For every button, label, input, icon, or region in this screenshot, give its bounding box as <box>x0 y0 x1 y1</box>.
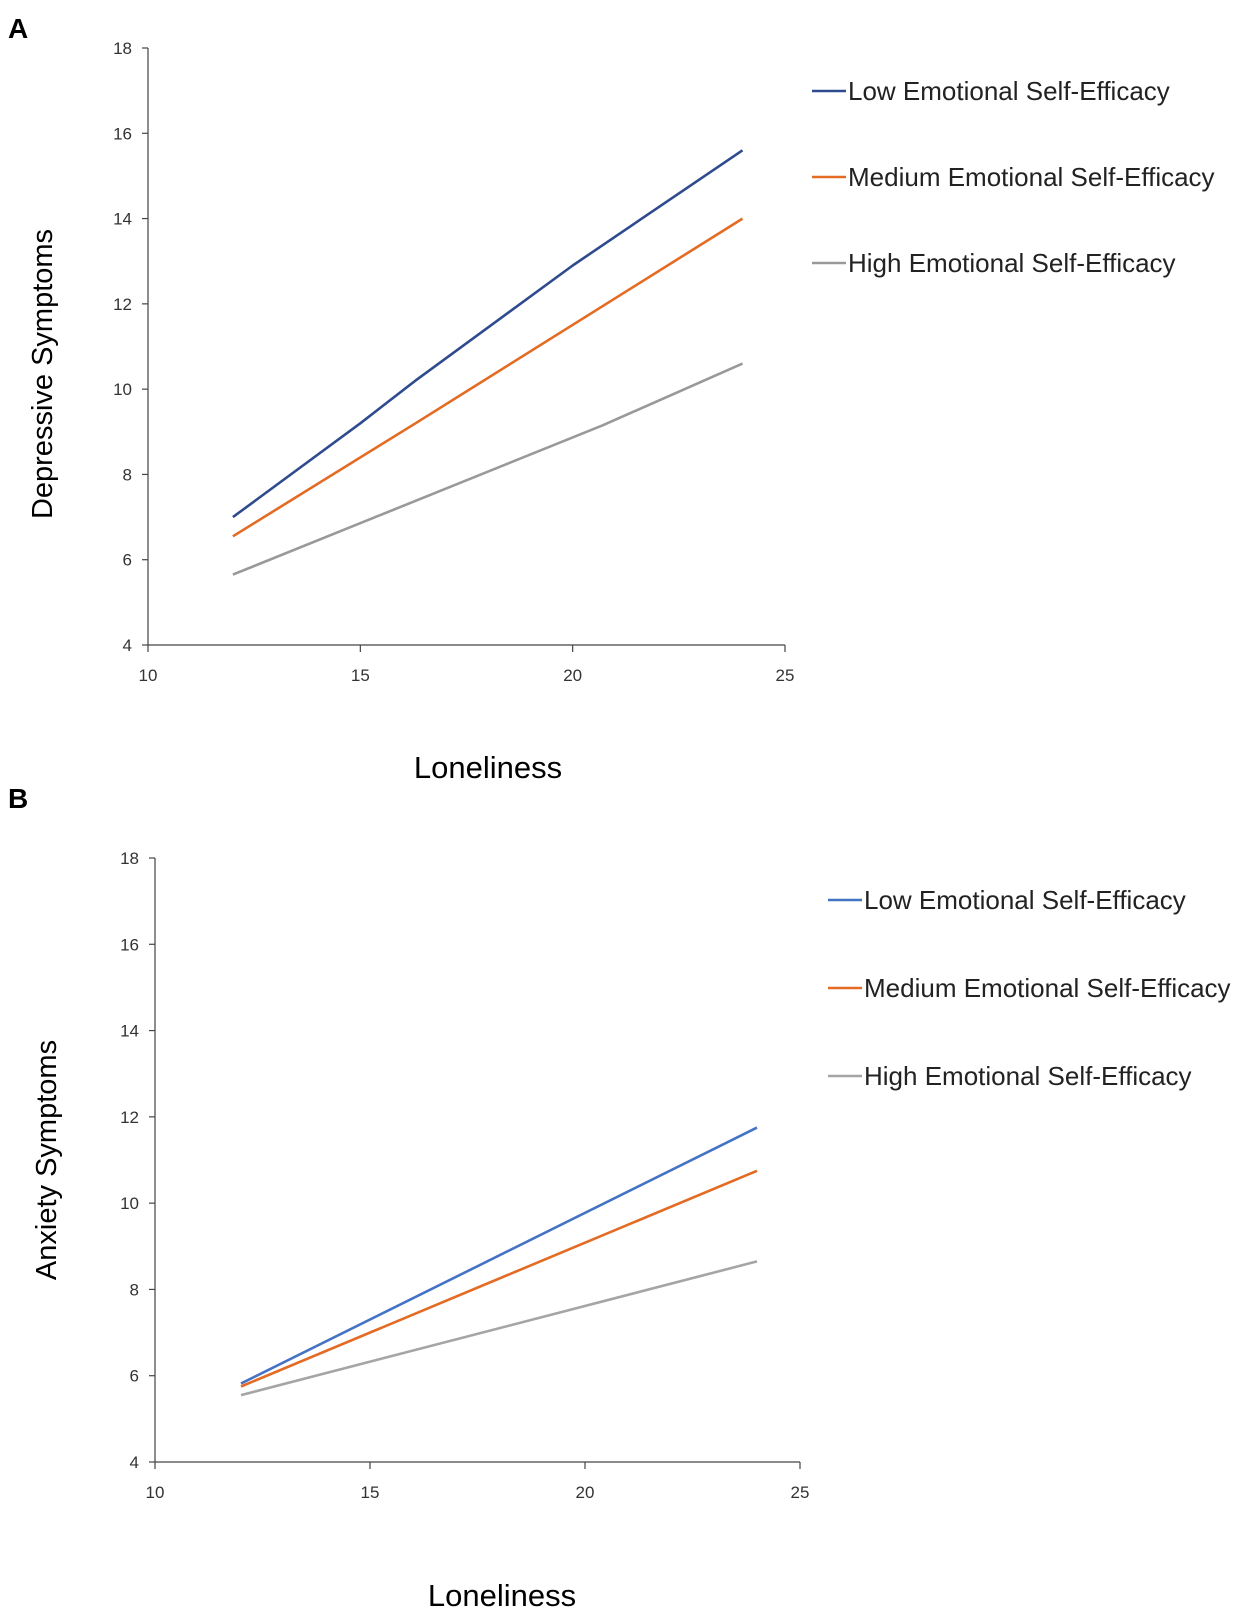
y-tick-label: 14 <box>120 1022 139 1041</box>
y-tick-label: 16 <box>120 935 139 954</box>
legend-label-2: High Emotional Self-Efficacy <box>864 1061 1192 1091</box>
legend: Low Emotional Self-Efficacy Medium Emotio… <box>812 76 1215 278</box>
y-tick-label: 10 <box>120 1194 139 1213</box>
y-tick-label: 6 <box>123 551 132 570</box>
x-tick-label: 10 <box>146 1483 165 1502</box>
y-tick-label: 4 <box>123 636 132 655</box>
legend-label-0: Low Emotional Self-Efficacy <box>864 885 1186 915</box>
panel-a: A Depressive Symptoms Loneliness 4 6 8 10 12… <box>8 13 1215 785</box>
axes: 4 6 8 10 12 14 16 18 10 15 20 25 <box>120 849 809 1502</box>
y-tick-label: 18 <box>120 849 139 868</box>
x-tick-label: 25 <box>776 666 795 685</box>
legend-label-0: Low Emotional Self-Efficacy <box>848 76 1170 106</box>
series-line-1 <box>232 217 744 538</box>
x-tick-label: 15 <box>351 666 370 685</box>
y-tick-label: 12 <box>120 1108 139 1127</box>
series-line-2 <box>232 362 744 576</box>
series-line-0 <box>232 149 744 519</box>
axes: 4 6 8 10 12 14 16 18 10 15 20 25 <box>113 39 794 685</box>
series-line-1 <box>240 1169 758 1388</box>
legend-label-2: High Emotional Self-Efficacy <box>848 248 1176 278</box>
y-tick-label: 12 <box>113 295 132 314</box>
y-tick-label: 14 <box>113 210 132 229</box>
y-tick-label: 10 <box>113 380 132 399</box>
y-tick-label: 18 <box>113 39 132 58</box>
legend: Low Emotional Self-Efficacy Medium Emotio… <box>828 885 1231 1091</box>
x-axis-title: Loneliness <box>428 1578 576 1613</box>
panel-b: B Anxiety Symptoms Loneliness 4 6 8 10 12 14 1… <box>8 783 1231 1613</box>
y-tick-label: 4 <box>130 1453 139 1472</box>
panel-label: B <box>8 783 28 814</box>
panel-label: A <box>8 13 28 44</box>
x-tick-label: 25 <box>791 1483 810 1502</box>
y-tick-label: 6 <box>130 1367 139 1386</box>
legend-label-1: Medium Emotional Self-Efficacy <box>848 162 1215 192</box>
series-line-2 <box>240 1260 758 1397</box>
legend-label-1: Medium Emotional Self-Efficacy <box>864 973 1231 1003</box>
y-tick-label: 8 <box>123 465 132 484</box>
y-axis-title: Depressive Symptoms <box>27 229 59 519</box>
x-tick-label: 10 <box>139 666 158 685</box>
plot-lines <box>240 1126 758 1397</box>
x-tick-label: 15 <box>361 1483 380 1502</box>
y-tick-label: 16 <box>113 124 132 143</box>
x-axis-title: Loneliness <box>414 750 562 785</box>
series-line-0 <box>240 1126 758 1385</box>
plot-lines <box>232 149 744 576</box>
x-tick-label: 20 <box>576 1483 595 1502</box>
y-tick-label: 8 <box>130 1280 139 1299</box>
y-axis-title: Anxiety Symptoms <box>31 1040 63 1280</box>
x-tick-label: 20 <box>563 666 582 685</box>
